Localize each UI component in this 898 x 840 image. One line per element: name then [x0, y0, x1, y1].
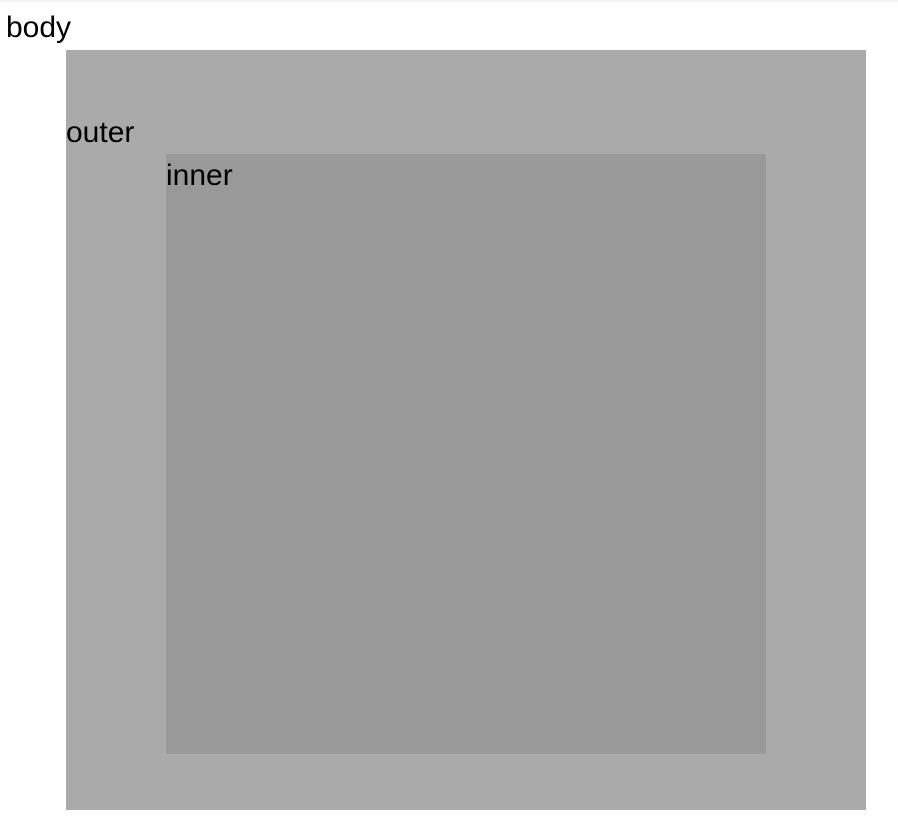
- inner-box: inner: [166, 154, 766, 754]
- top-divider: [0, 0, 898, 2]
- outer-box: outer inner: [66, 50, 866, 810]
- outer-label: outer: [66, 116, 135, 149]
- inner-label: inner: [166, 159, 233, 192]
- body-label: body: [6, 11, 72, 44]
